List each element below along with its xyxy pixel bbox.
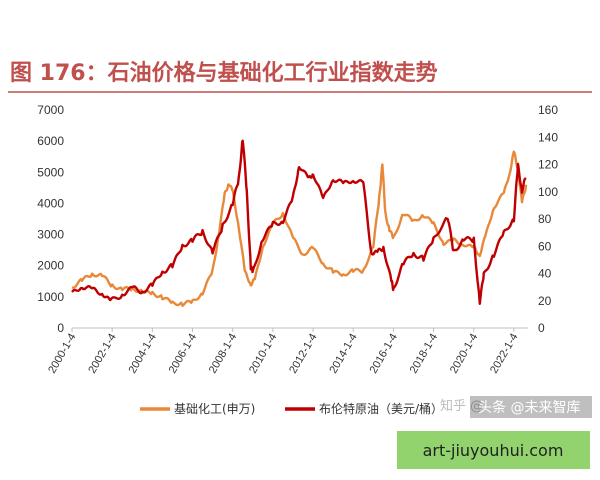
x-tick-label: 2016-1-4 bbox=[368, 332, 400, 376]
x-tick-label: 2008-1-4 bbox=[207, 332, 239, 376]
left-tick-label: 4000 bbox=[37, 196, 64, 210]
legend: 基础化工(申万) 布伦特原油（美元/桶） bbox=[140, 401, 443, 416]
left-tick-label: 3000 bbox=[37, 228, 64, 242]
x-tick-label: 2002-1-4 bbox=[86, 332, 118, 376]
x-tick-label: 2014-1-4 bbox=[327, 332, 359, 376]
series-line-chem bbox=[71, 150, 528, 307]
x-tick-label: 2020-1-4 bbox=[448, 331, 480, 375]
x-tick-label: 2010-1-4 bbox=[247, 332, 279, 376]
left-tick-label: 5000 bbox=[37, 165, 64, 179]
right-tick-label: 80 bbox=[538, 212, 552, 226]
site-banner bbox=[397, 431, 590, 469]
series-layer bbox=[71, 139, 528, 307]
x-tick-label: 2000-1-4 bbox=[46, 332, 78, 376]
x-tick-label: 2022-1-4 bbox=[488, 332, 520, 376]
site-banner-text: art-jiuyouhui.com bbox=[423, 441, 564, 460]
toutiao-watermark-bg bbox=[470, 396, 592, 418]
x-tick-label: 2004-1-4 bbox=[127, 332, 159, 376]
left-tick-label: 7000 bbox=[37, 103, 64, 117]
left-tick-label: 6000 bbox=[37, 134, 64, 148]
left-tick-label: 1000 bbox=[37, 290, 64, 304]
right-tick-label: 120 bbox=[538, 158, 558, 172]
x-axis: 2000-1-4 2002-1-4 2004-1-4 2006-1-4 2008-1-4… bbox=[46, 328, 521, 376]
legend-label-brent: 布伦特原油（美元/桶） bbox=[319, 401, 443, 416]
legend-label-chem: 基础化工(申万) bbox=[174, 402, 255, 416]
zhihu-watermark: 知乎 @ bbox=[440, 398, 483, 414]
left-tick-label: 0 bbox=[57, 321, 64, 335]
left-tick-label: 2000 bbox=[37, 259, 64, 273]
x-tick-label: 2012-1-4 bbox=[287, 332, 319, 376]
chart-title: 图 176：石油价格与基础化工行业指数走势 bbox=[10, 60, 438, 86]
right-tick-label: 40 bbox=[538, 267, 552, 281]
toutiao-watermark: 头条 @未来智库 bbox=[478, 399, 580, 416]
right-tick-label: 60 bbox=[538, 239, 552, 253]
right-tick-label: 20 bbox=[538, 294, 552, 308]
right-tick-label: 140 bbox=[538, 130, 558, 144]
x-tick-label: 2006-1-4 bbox=[167, 332, 199, 376]
right-y-axis: 0 20 40 60 80 100 120 140 160 bbox=[538, 103, 558, 335]
right-tick-label: 0 bbox=[538, 321, 545, 335]
right-tick-label: 100 bbox=[538, 185, 558, 199]
right-tick-label: 160 bbox=[538, 103, 558, 117]
left-y-axis: 0 1000 2000 3000 4000 5000 6000 7000 bbox=[37, 103, 64, 335]
series-line-brent bbox=[71, 139, 527, 305]
x-tick-label: 2018-1-4 bbox=[408, 332, 440, 376]
